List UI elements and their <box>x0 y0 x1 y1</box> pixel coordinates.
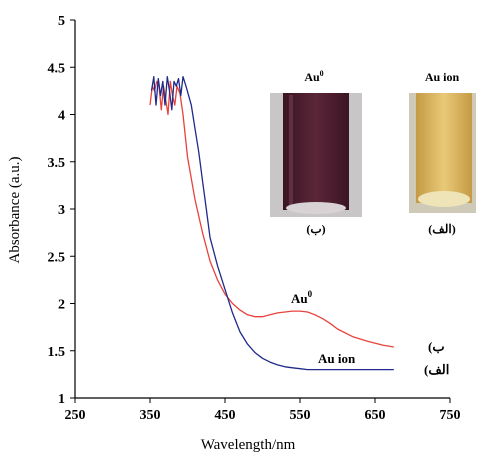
photo-au0: Au0 (ب) <box>270 69 362 236</box>
series-layer <box>149 76 394 371</box>
y-tick-label: 3.5 <box>48 156 66 171</box>
y-ticks: 1 1.5 2 2.5 3 3.5 4 4.5 5 <box>48 14 75 407</box>
photo-au-ion: Au ion (الف) <box>409 70 476 236</box>
series-au-ion-line <box>150 76 394 371</box>
y-tick-label: 2.5 <box>48 250 66 265</box>
photo-au0-title: Au0 <box>304 69 323 84</box>
y-tick-label: 5 <box>58 14 65 29</box>
legend-label-b: (ب <box>428 339 445 354</box>
x-tick-label: 450 <box>215 408 236 423</box>
y-tick-label: 2 <box>58 298 65 313</box>
series-au0-line <box>149 80 394 348</box>
x-tick-label: 750 <box>440 408 461 423</box>
photo-au0-vial-bottom <box>286 202 346 214</box>
au0-curve-label: Au0 <box>291 289 313 306</box>
photo-au0-vial-highlight <box>289 95 293 205</box>
photo-au0-vial <box>283 93 349 210</box>
y-axis-title: Absorbance (a.u.) <box>7 156 23 263</box>
y-tick-label: 1 <box>58 392 65 407</box>
photo-au0-caption: (ب) <box>306 222 325 236</box>
x-tick-label: 350 <box>140 408 161 423</box>
x-axis-title: Wavelength/nm <box>201 437 296 453</box>
y-tick-label: 3 <box>58 203 65 218</box>
y-tick-label: 4 <box>58 109 65 124</box>
x-tick-label: 250 <box>65 408 86 423</box>
x-ticks: 250 350 450 550 650 750 <box>65 398 461 423</box>
y-tick-label: 1.5 <box>48 345 66 360</box>
axes <box>74 20 450 399</box>
photo-au-ion-caption: (الف) <box>428 222 455 236</box>
photo-au-ion-title: Au ion <box>425 70 460 84</box>
photo-au-ion-vial <box>416 93 472 203</box>
x-tick-label: 650 <box>365 408 386 423</box>
photo-au-ion-vial-bottom <box>418 191 470 207</box>
y-tick-label: 4.5 <box>48 61 66 76</box>
x-tick-label: 550 <box>290 408 311 423</box>
au-ion-curve-label: Au ion <box>318 351 356 366</box>
legend-label-alef: (الف <box>424 362 449 377</box>
